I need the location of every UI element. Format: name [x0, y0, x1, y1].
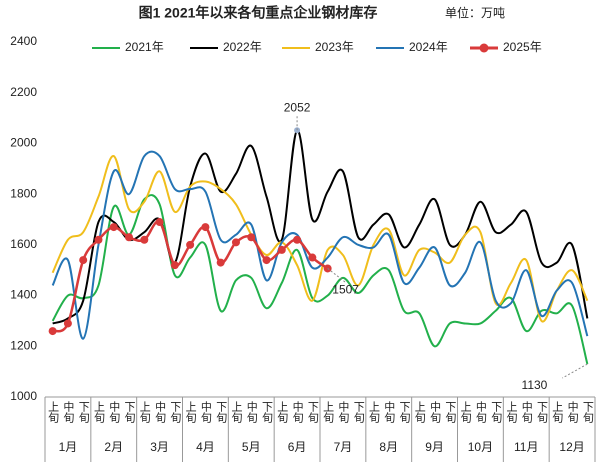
point-marker	[109, 223, 118, 232]
legend-label: 2024年	[409, 40, 448, 54]
x-tick-label: 中旬	[429, 401, 442, 424]
x-tick-label: 中旬	[337, 401, 350, 424]
annotation-leader	[562, 363, 588, 379]
x-tick-label: 中旬	[520, 401, 533, 424]
x-tick-label: 下旬	[77, 401, 90, 424]
group-label: 6月	[288, 440, 307, 454]
x-tick-label: 上旬	[413, 401, 426, 424]
legend-label: 2022年	[223, 40, 262, 54]
legend-marker	[479, 43, 489, 53]
x-tick-label: 中旬	[199, 401, 212, 424]
x-tick-label: 下旬	[490, 401, 503, 424]
x-tick-label: 下旬	[398, 401, 411, 424]
y-tick-label: 2200	[10, 85, 37, 99]
group-label: 9月	[425, 440, 444, 454]
point-marker	[155, 218, 164, 227]
legend-label: 2025年	[503, 40, 542, 54]
legend-label: 2021年	[125, 40, 164, 54]
point-marker	[48, 327, 57, 336]
point-marker	[94, 235, 103, 244]
series-line	[51, 150, 589, 340]
x-tick-label: 上旬	[322, 401, 335, 424]
x-tick-label: 上旬	[367, 401, 380, 424]
x-tick-label: 中旬	[291, 401, 304, 424]
point-marker	[293, 235, 302, 244]
x-tick-label: 上旬	[505, 401, 518, 424]
group-label: 1月	[59, 440, 78, 454]
x-tick-label: 上旬	[551, 401, 564, 424]
x-tick-label: 上旬	[184, 401, 197, 424]
x-tick-label: 下旬	[581, 401, 594, 424]
point-marker	[308, 253, 317, 262]
x-tick-label: 下旬	[169, 401, 182, 424]
x-tick-label: 中旬	[245, 401, 258, 424]
y-tick-label: 2000	[10, 136, 37, 150]
x-tick-label: 下旬	[261, 401, 274, 424]
point-marker	[201, 223, 210, 232]
series-line	[52, 129, 589, 325]
x-tick-label: 下旬	[306, 401, 319, 424]
group-label: 11月	[514, 440, 538, 454]
group-label: 8月	[379, 440, 398, 454]
x-tick-label: 上旬	[47, 401, 60, 424]
x-tick-label: 中旬	[154, 401, 167, 424]
legend-label: 2023年	[315, 40, 354, 54]
x-tick-label: 中旬	[566, 401, 579, 424]
group-label: 5月	[242, 440, 261, 454]
chart-subtitle: 单位：万吨	[445, 5, 505, 20]
x-tick-label: 下旬	[123, 401, 136, 424]
point-marker	[125, 233, 134, 242]
annotation: 2052	[284, 100, 311, 114]
annotation: 1507	[332, 283, 359, 297]
point-marker	[231, 238, 240, 247]
x-tick-label: 下旬	[536, 401, 549, 424]
point-marker	[63, 319, 72, 328]
x-tick-label: 中旬	[62, 401, 75, 424]
y-tick-label: 1200	[10, 338, 37, 352]
group-label: 7月	[334, 440, 353, 454]
group-label: 12月	[559, 440, 584, 454]
y-tick-label: 1400	[10, 288, 37, 302]
x-tick-label: 上旬	[276, 401, 289, 424]
x-tick-label: 中旬	[108, 401, 121, 424]
group-label: 4月	[196, 440, 215, 454]
group-label: 2月	[104, 440, 123, 454]
x-tick-label: 下旬	[444, 401, 457, 424]
point-marker	[170, 261, 179, 270]
x-tick-label: 上旬	[138, 401, 151, 424]
x-tick-label: 中旬	[383, 401, 396, 424]
annotation: 1130	[522, 378, 548, 392]
x-tick-label: 下旬	[215, 401, 228, 424]
point-marker	[216, 258, 225, 267]
point-marker	[277, 245, 286, 254]
point-marker	[79, 256, 88, 265]
point-marker	[140, 235, 149, 244]
x-tick-label: 上旬	[92, 401, 105, 424]
y-tick-label: 1000	[10, 389, 37, 403]
y-tick-label: 1600	[10, 237, 37, 251]
point-marker	[247, 233, 256, 242]
chart-title: 图1 2021年以来各旬重点企业钢材库存	[139, 5, 378, 21]
x-tick-label: 下旬	[352, 401, 365, 424]
point-marker	[262, 256, 271, 265]
x-tick-label: 上旬	[230, 401, 243, 424]
x-tick-label: 上旬	[459, 401, 472, 424]
y-tick-label: 1800	[10, 186, 37, 200]
x-tick-label: 中旬	[474, 401, 487, 424]
y-tick-label: 2400	[10, 34, 37, 48]
group-label: 3月	[150, 440, 169, 454]
group-label: 10月	[468, 440, 493, 454]
point-marker	[186, 240, 195, 249]
